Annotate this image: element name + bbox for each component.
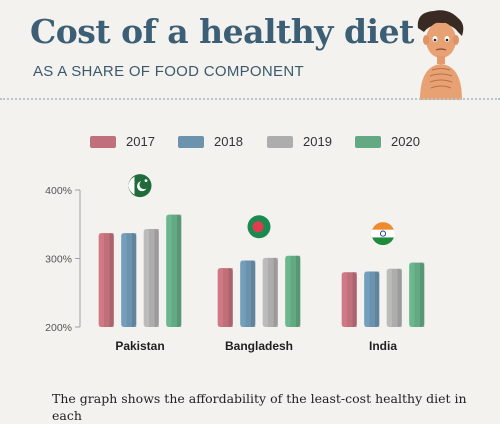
bar-shadow (397, 268, 402, 327)
bar-shadow (296, 255, 301, 327)
bar-india-2020 (409, 262, 425, 327)
malnourished-person-illustration (417, 10, 464, 100)
bar-highlight (262, 257, 268, 327)
bar-highlight (143, 229, 149, 327)
bar-shadow (177, 214, 182, 327)
category-label-bangladesh: Bangladesh (225, 339, 293, 353)
legend-swatch-2017 (90, 136, 116, 148)
flag-india-icon (371, 222, 395, 246)
bar-shadow (273, 257, 278, 327)
bar-highlight (341, 272, 347, 327)
legend-swatch-2019 (267, 136, 293, 148)
bar-highlight (166, 214, 172, 327)
bar-shadow (228, 268, 233, 327)
chart-description: The graph shows the affordability of the… (52, 391, 467, 423)
bar-highlight (121, 233, 127, 327)
bar-highlight (364, 271, 370, 327)
flag-pakistan-icon (128, 174, 152, 198)
bar-india-2018 (364, 271, 380, 327)
bar-highlight (409, 262, 415, 327)
bar-bangladesh-2019 (262, 257, 278, 327)
bar-highlight (386, 268, 392, 327)
bar-highlight (217, 268, 223, 327)
bar-india-2017 (341, 272, 357, 327)
bar-shadow (420, 262, 425, 327)
bar-pakistan-2018 (121, 233, 137, 327)
bar-highlight (240, 260, 246, 327)
legend-label-2020: 2020 (391, 134, 420, 149)
bar-highlight (98, 233, 104, 327)
bar-shadow (132, 233, 137, 327)
legend-label-2018: 2018 (214, 134, 243, 149)
y-tick-label: 300% (45, 254, 72, 266)
y-tick-label: 400% (45, 185, 72, 197)
y-tick-label: 200% (45, 322, 72, 334)
page-subtitle: AS A SHARE OF FOOD COMPONENT (33, 63, 304, 80)
bar-pakistan-2017 (98, 233, 114, 327)
bar-shadow (352, 272, 357, 327)
bar-shadow (109, 233, 114, 327)
bar-pakistan-2020 (166, 214, 182, 327)
bar-bangladesh-2018 (240, 260, 256, 327)
flag-bangladesh-icon (247, 215, 271, 239)
legend-swatch-2018 (178, 136, 204, 148)
legend-swatch-2020 (355, 136, 381, 148)
bar-bangladesh-2020 (285, 255, 301, 327)
bar-pakistan-2019 (143, 229, 159, 327)
bar-highlight (285, 255, 291, 327)
page-title: Cost of a healthy diet (30, 12, 414, 51)
bar-shadow (154, 229, 159, 327)
bar-shadow (251, 260, 256, 327)
bar-india-2019 (386, 268, 402, 327)
category-label-pakistan: Pakistan (115, 339, 164, 353)
legend-label-2017: 2017 (126, 134, 155, 149)
category-label-india: India (369, 339, 397, 353)
legend-label-2019: 2019 (303, 134, 332, 149)
bar-chart: 200% 300% 400% Pakistan Bangladesh India (45, 174, 425, 353)
bar-shadow (375, 271, 380, 327)
bar-bangladesh-2017 (217, 268, 233, 327)
header-divider (0, 98, 500, 100)
